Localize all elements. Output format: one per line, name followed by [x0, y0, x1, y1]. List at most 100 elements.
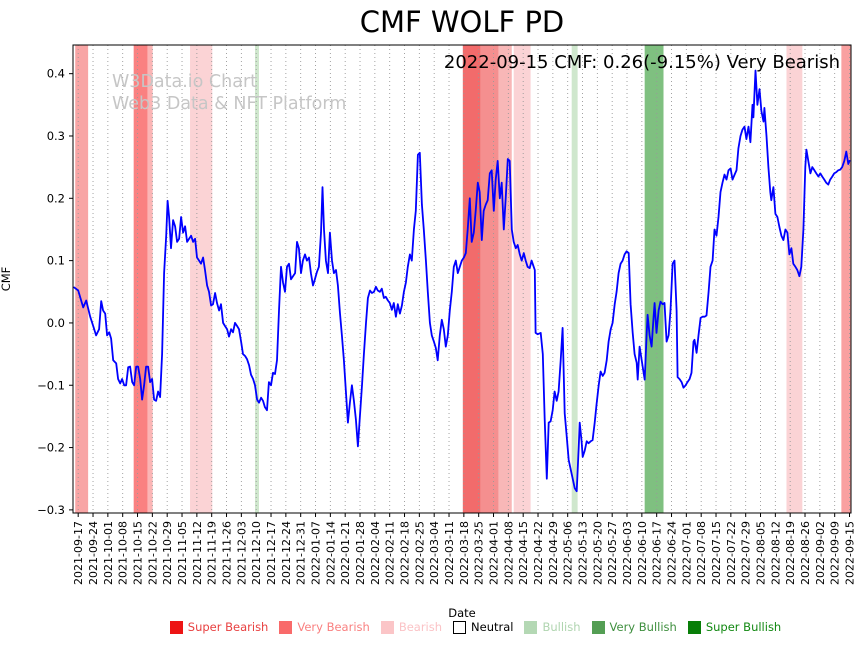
- x-tick-label: 2022-02-04: [369, 521, 382, 585]
- y-axis-label: CMF: [0, 266, 13, 292]
- x-tick-label: 2022-03-11: [443, 521, 456, 585]
- x-tick-label: 2022-04-08: [502, 521, 515, 585]
- legend-label: Super Bullish: [705, 620, 782, 634]
- sentiment-band-bearish: [513, 45, 531, 513]
- y-tick-label: −0.1: [37, 378, 65, 392]
- sentiment-band-bearish: [786, 45, 803, 513]
- x-tick-label: 2022-01-07: [310, 521, 323, 585]
- legend-label: Neutral: [471, 620, 514, 634]
- plot-border: [72, 44, 852, 514]
- x-tick-label: 2022-07-29: [740, 521, 753, 585]
- legend-swatch-icon: [380, 620, 394, 634]
- sentiment-band-very-bearish: [841, 45, 851, 513]
- page-title: CMF WOLF PD: [359, 5, 565, 39]
- x-tick-label: 2022-09-15: [844, 521, 857, 585]
- x-tick-label: 2022-02-18: [399, 521, 412, 585]
- x-tick-label: 2022-04-01: [488, 521, 501, 585]
- x-tick-label: 2022-07-01: [680, 521, 693, 585]
- legend-item-super-bullish: Super Bullish: [687, 620, 782, 634]
- x-tick-label: 2022-03-04: [428, 521, 441, 585]
- x-tick-label: 2022-02-11: [384, 521, 397, 585]
- x-tick-label: 2021-10-01: [102, 521, 115, 585]
- sentiment-band-very-bullish: [644, 45, 664, 513]
- x-tick-label: 2021-09-17: [72, 521, 85, 585]
- x-tick-label: 2022-04-22: [532, 521, 545, 585]
- legend-swatch-icon: [279, 620, 293, 634]
- y-tick-label: −0.3: [37, 503, 65, 517]
- x-axis-label: Date: [448, 606, 476, 620]
- legend-item-neutral: Neutral: [453, 620, 513, 634]
- latest-value-annotation: 2022-09-15 CMF: 0.26(-9.15%) Very Bearis…: [443, 52, 840, 73]
- x-tick-label: 2022-08-05: [755, 521, 768, 585]
- x-tick-label: 2022-08-19: [784, 521, 797, 585]
- x-tick-label: 2022-03-18: [458, 521, 471, 585]
- y-tick-label: 0.2: [47, 191, 65, 205]
- legend-label: Bearish: [398, 620, 443, 634]
- sentiment-band-bullish: [255, 45, 260, 513]
- x-tick-label: 2022-01-28: [354, 521, 367, 585]
- x-tick-label: 2022-02-25: [413, 521, 426, 585]
- x-tick-label: 2022-06-03: [621, 521, 634, 585]
- x-tick-label: 2021-11-19: [206, 521, 219, 585]
- y-tick-label: 0.4: [47, 67, 65, 81]
- x-tick-label: 2021-12-17: [265, 521, 278, 585]
- x-tick-label: 2022-05-27: [606, 521, 619, 585]
- x-tick-label: 2022-03-25: [473, 521, 486, 585]
- cmf-line-series: [73, 69, 851, 493]
- legend-label: Very Bullish: [609, 620, 677, 634]
- x-tick-label: 2022-07-15: [710, 521, 723, 585]
- x-tick-label: 2021-11-12: [191, 521, 204, 585]
- sentiment-band-bearish: [190, 45, 213, 513]
- sentiment-legend: Super Bearish Very Bearish Bearish Neutral B…: [90, 620, 861, 634]
- legend-item-very-bearish: Very Bearish: [279, 620, 370, 634]
- x-tick-label: 2022-07-22: [725, 521, 738, 585]
- x-tick-label: 2022-04-15: [517, 521, 530, 585]
- x-tick-label: 2022-06-10: [636, 521, 649, 585]
- x-tick-label: 2021-12-24: [280, 521, 293, 585]
- legend-swatch-icon: [687, 620, 701, 634]
- x-tick-label: 2021-10-15: [132, 521, 145, 585]
- x-tick-label: 2022-05-13: [577, 521, 590, 585]
- sentiment-band-very-bearish: [147, 45, 153, 513]
- legend-item-super-bearish: Super Bearish: [169, 620, 269, 634]
- x-tick-label: 2021-12-03: [235, 521, 248, 585]
- legend-item-very-bullish: Very Bullish: [591, 620, 677, 634]
- x-tick-label: 2022-08-12: [769, 521, 782, 585]
- y-tick-label: −0.2: [37, 441, 65, 455]
- legend-item-bearish: Bearish: [380, 620, 443, 634]
- y-tick-label: 0.1: [47, 254, 65, 268]
- legend-label: Very Bearish: [297, 620, 370, 634]
- x-tick-label: 2022-08-26: [799, 521, 812, 585]
- legend-swatch-icon: [453, 620, 467, 634]
- x-tick-label: 2022-09-02: [814, 521, 827, 585]
- x-tick-label: 2022-06-17: [651, 521, 664, 585]
- x-tick-label: 2021-12-10: [250, 521, 263, 585]
- sentiment-band-very-bearish: [480, 45, 499, 513]
- x-tick-label: 2022-04-29: [547, 521, 560, 585]
- x-tick-label: 2021-10-08: [117, 521, 130, 585]
- legend-label: Super Bearish: [187, 620, 269, 634]
- legend-label: Bullish: [542, 620, 581, 634]
- sentiment-band-very-bearish: [462, 45, 481, 513]
- legend-item-bullish: Bullish: [524, 620, 581, 634]
- watermark-line-1: W3Data.io Chart: [112, 72, 258, 92]
- x-tick-label: 2022-01-21: [339, 521, 352, 585]
- watermark-line-2: Web3 Data & NFT Platform: [112, 94, 347, 114]
- x-tick-label: 2021-09-24: [87, 521, 100, 585]
- sentiment-band-very-bearish: [75, 45, 89, 513]
- x-tick-label: 2021-12-31: [295, 521, 308, 585]
- y-tick-label: 0.3: [47, 129, 65, 143]
- x-tick-label: 2022-05-06: [562, 521, 575, 585]
- x-tick-label: 2021-11-26: [221, 521, 234, 585]
- sentiment-band-very-bearish: [133, 45, 148, 513]
- x-tick-label: 2021-10-22: [146, 521, 159, 585]
- x-tick-label: 2022-07-08: [695, 521, 708, 585]
- legend-swatch-icon: [524, 620, 538, 634]
- legend-swatch-icon: [591, 620, 605, 634]
- sentiment-band-bearish: [498, 45, 512, 513]
- watermark: W3Data.io Chart Web3 Data & NFT Platform: [112, 71, 346, 115]
- legend-swatch-icon: [169, 620, 183, 634]
- x-tick-label: 2022-05-20: [591, 521, 604, 585]
